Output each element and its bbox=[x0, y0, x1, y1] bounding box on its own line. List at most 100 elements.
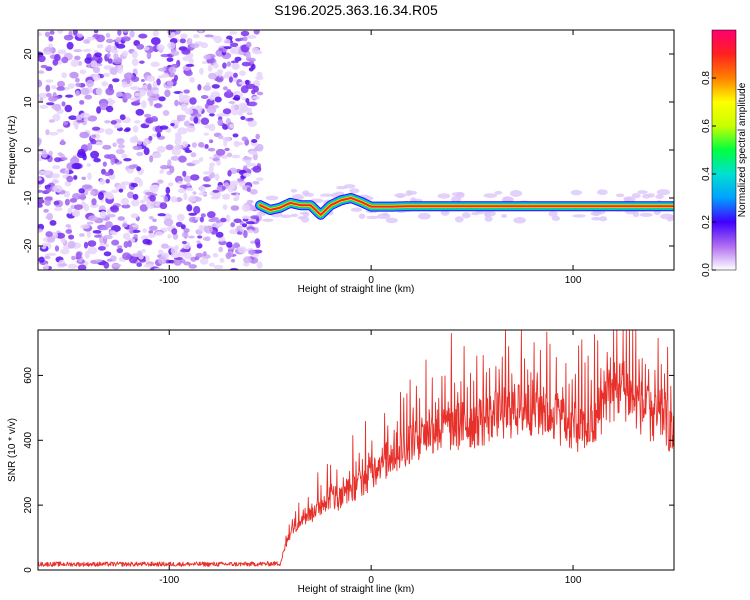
noise-speckle bbox=[234, 56, 242, 62]
noise-speckle bbox=[246, 187, 251, 193]
noise-speckle bbox=[240, 116, 246, 120]
noise-speckle bbox=[167, 234, 172, 239]
noise-speckle bbox=[177, 127, 188, 135]
noise-speckle bbox=[180, 33, 188, 39]
signal-halo-speckle bbox=[509, 190, 523, 197]
noise-speckle bbox=[245, 161, 251, 168]
noise-speckle bbox=[183, 175, 192, 182]
x-tick-label: -100 bbox=[159, 275, 179, 286]
noise-speckle bbox=[93, 158, 101, 163]
noise-speckle bbox=[166, 214, 173, 219]
noise-speckle bbox=[245, 221, 256, 225]
noise-speckle bbox=[53, 200, 60, 206]
signal-halo-speckle bbox=[615, 193, 625, 198]
signal-halo-speckle bbox=[655, 194, 664, 200]
noise-speckle bbox=[186, 187, 194, 192]
signal-halo-speckle bbox=[437, 193, 451, 199]
noise-speckle bbox=[109, 230, 116, 235]
noise-speckle bbox=[222, 62, 227, 69]
noise-speckle bbox=[117, 144, 125, 149]
noise-speckle bbox=[182, 170, 187, 177]
noise-speckle bbox=[74, 204, 83, 211]
noise-speckle bbox=[44, 196, 53, 201]
noise-speckle bbox=[54, 53, 61, 62]
noise-speckle bbox=[136, 166, 142, 172]
noise-speckle bbox=[222, 74, 231, 79]
noise-speckle bbox=[188, 216, 197, 223]
noise-speckle bbox=[110, 120, 117, 125]
noise-speckle bbox=[184, 108, 194, 115]
noise-speckle bbox=[94, 52, 102, 58]
noise-speckle bbox=[38, 177, 42, 181]
noise-speckle bbox=[246, 199, 254, 204]
noise-speckle bbox=[117, 65, 123, 74]
noise-speckle bbox=[51, 85, 57, 90]
noise-speckle bbox=[45, 79, 54, 83]
noise-speckle bbox=[190, 174, 200, 181]
noise-speckle bbox=[56, 86, 65, 91]
noise-speckle bbox=[136, 250, 143, 258]
noise-speckle bbox=[155, 231, 163, 236]
noise-speckle bbox=[147, 83, 152, 91]
noise-speckle bbox=[153, 103, 162, 108]
noise-speckle bbox=[118, 188, 124, 193]
noise-speckle bbox=[183, 89, 190, 94]
y-tick-label: 0 bbox=[23, 567, 34, 573]
noise-speckle bbox=[214, 173, 220, 181]
noise-speckle bbox=[48, 35, 54, 42]
y-tick-label: -20 bbox=[23, 238, 34, 253]
noise-speckle bbox=[157, 179, 164, 184]
noise-speckle bbox=[230, 222, 236, 228]
noise-speckle bbox=[41, 169, 52, 176]
signal-halo-speckle bbox=[366, 215, 380, 220]
colorbar-ticks: 0.0 0.2 0.4 0.6 0.8 bbox=[701, 71, 716, 277]
noise-speckle bbox=[183, 228, 190, 233]
noise-speckle bbox=[68, 234, 75, 240]
noise-speckle bbox=[213, 264, 224, 270]
noise-speckle bbox=[248, 151, 258, 155]
signal-halo-speckle bbox=[265, 195, 279, 201]
signal-halo-speckle bbox=[417, 212, 431, 220]
noise-speckle bbox=[138, 33, 148, 39]
noise-speckle bbox=[184, 70, 193, 77]
noise-speckle bbox=[199, 216, 204, 223]
noise-speckle bbox=[173, 258, 182, 266]
noise-speckle bbox=[151, 184, 160, 188]
noise-speckle bbox=[199, 67, 204, 75]
colorbar-tick-label: 0.4 bbox=[701, 167, 712, 181]
noise-speckle bbox=[197, 235, 203, 239]
x-tick-label: 100 bbox=[565, 575, 582, 586]
noise-speckle bbox=[90, 191, 96, 196]
noise-speckle bbox=[241, 136, 248, 142]
noise-speckle bbox=[213, 35, 223, 44]
noise-speckle bbox=[47, 236, 55, 243]
noise-speckle bbox=[104, 120, 111, 124]
noise-speckle bbox=[186, 38, 193, 45]
noise-speckle bbox=[132, 145, 143, 151]
noise-speckle bbox=[52, 165, 61, 170]
signal-halo-speckle bbox=[358, 213, 366, 219]
noise-speckle bbox=[248, 249, 256, 255]
noise-speckle bbox=[188, 58, 194, 65]
noise-speckle bbox=[76, 119, 85, 123]
noise-speckle bbox=[170, 246, 178, 255]
colorbar: 0.0 0.2 0.4 0.6 0.8 Normalized spectral ampl… bbox=[701, 29, 748, 277]
noise-speckle bbox=[184, 120, 191, 127]
noise-speckle bbox=[168, 66, 177, 74]
noise-speckle bbox=[38, 198, 45, 205]
noise-speckle bbox=[233, 197, 239, 202]
noise-speckle bbox=[247, 229, 254, 234]
snr-y-ticks: 0 200 400 600 bbox=[23, 367, 674, 573]
noise-speckle bbox=[245, 52, 251, 59]
noise-speckle bbox=[143, 147, 150, 156]
signal-halo-speckle bbox=[262, 218, 274, 222]
colorbar-tick-label: 0.8 bbox=[701, 71, 712, 85]
noise-speckle bbox=[224, 147, 230, 152]
noise-speckle bbox=[106, 213, 116, 218]
noise-speckle bbox=[160, 165, 169, 170]
noise-speckle bbox=[100, 226, 109, 231]
noise-speckle bbox=[210, 172, 216, 179]
noise-speckle bbox=[232, 72, 238, 78]
noise-speckle bbox=[75, 251, 82, 260]
noise-speckle bbox=[57, 152, 63, 157]
